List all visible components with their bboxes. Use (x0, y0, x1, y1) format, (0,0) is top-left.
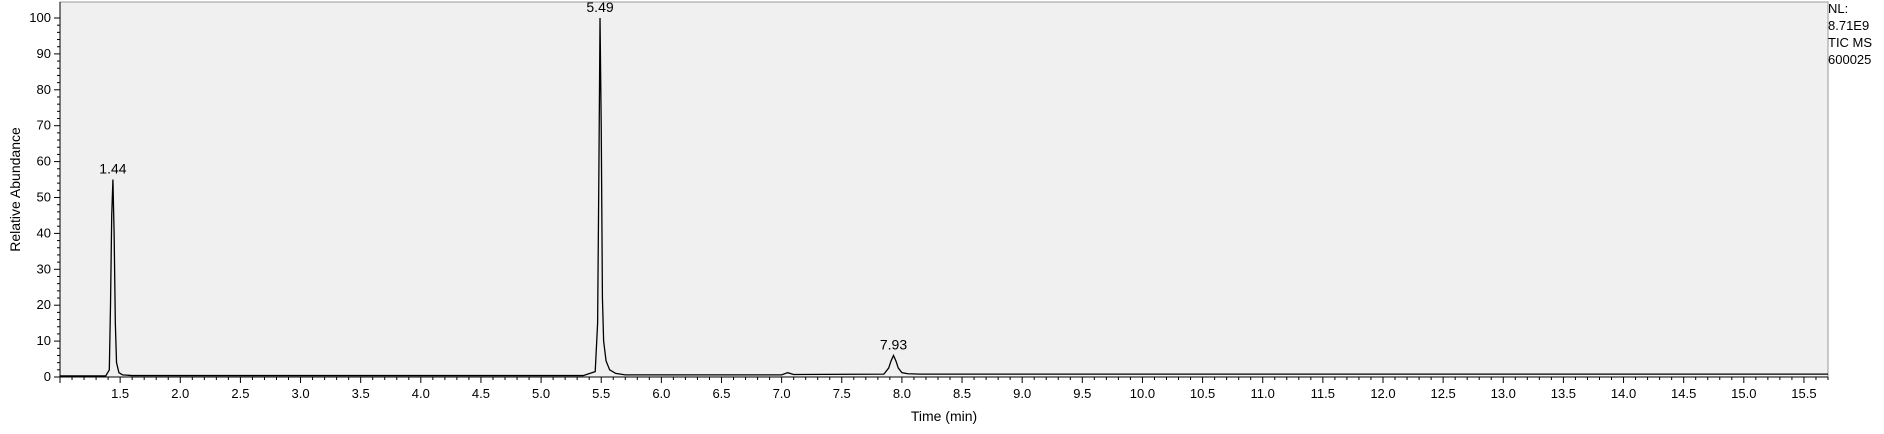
plot-background (59, 1, 1829, 378)
x-tick-label: 14.5 (1671, 386, 1696, 401)
x-tick-label: 5.5 (592, 386, 610, 401)
peak-label: 1.44 (99, 161, 126, 177)
x-tick-label: 14.0 (1611, 386, 1636, 401)
trace-info-panel: NL: 8.71E9 TIC MS 600025 (1828, 0, 1872, 68)
y-tick-label: 50 (37, 190, 51, 205)
x-tick-label: 9.0 (1013, 386, 1031, 401)
sample-id: 600025 (1828, 52, 1872, 67)
normalization-label: NL: (1828, 1, 1849, 16)
normalization-value: 8.71E9 (1828, 18, 1870, 33)
x-tick-label: 6.0 (652, 386, 670, 401)
y-tick-label: 80 (37, 82, 51, 97)
y-tick-label: 20 (37, 297, 51, 312)
x-tick-label: 6.5 (712, 386, 730, 401)
y-axis-title: Relative Abundance (7, 127, 23, 252)
x-tick-label: 8.5 (953, 386, 971, 401)
x-tick-label: 4.5 (472, 386, 490, 401)
y-tick-label: 30 (37, 261, 51, 276)
x-tick-label: 9.5 (1073, 386, 1091, 401)
x-tick-label: 2.5 (231, 386, 249, 401)
peak-labels: 1.44 5.49 7.93 (99, 0, 907, 352)
peak-label: 5.49 (586, 0, 613, 15)
x-tick-label: 15.5 (1791, 386, 1816, 401)
x-tick-label: 12.5 (1430, 386, 1455, 401)
x-axis: 1.5 2.0 2.5 3.0 3.5 4.0 4.5 5.0 5.5 6.0 6.5 7.0 7.5 8… (59, 376, 1829, 401)
y-tick-label: 10 (37, 333, 51, 348)
peak-label: 7.93 (880, 336, 907, 352)
x-tick-label: 11.5 (1311, 386, 1335, 401)
x-tick-label: 2.0 (171, 386, 189, 401)
y-axis: 0 10 20 30 40 50 60 70 80 90 100 (29, 2, 61, 384)
y-tick-label: 0 (44, 369, 51, 384)
x-tick-label: 10.5 (1190, 386, 1215, 401)
x-tick-label: 13.0 (1491, 386, 1516, 401)
y-tick-label: 70 (37, 118, 51, 133)
x-tick-label: 4.0 (412, 386, 430, 401)
x-tick-label: 8.0 (893, 386, 911, 401)
y-tick-label: 90 (37, 46, 51, 61)
x-tick-label: 3.5 (352, 386, 370, 401)
x-tick-label: 7.5 (833, 386, 851, 401)
y-tick-label: 40 (37, 225, 51, 240)
x-axis-title: Time (min) (911, 408, 977, 424)
x-tick-label: 15.0 (1731, 386, 1756, 401)
y-tick-label: 60 (37, 154, 51, 169)
x-tick-label: 3.0 (292, 386, 310, 401)
x-tick-label: 13.5 (1551, 386, 1576, 401)
x-tick-label: 7.0 (773, 386, 791, 401)
scan-filter-label: TIC MS (1828, 35, 1873, 50)
tic-trace (60, 17, 1828, 377)
x-tick-label: 10.0 (1130, 386, 1155, 401)
x-tick-label: 5.0 (532, 386, 550, 401)
x-tick-label: 11.0 (1251, 386, 1275, 401)
x-tick-label: 1.5 (111, 386, 129, 401)
y-tick-label: 100 (29, 10, 51, 25)
x-tick-label: 12.0 (1370, 386, 1395, 401)
